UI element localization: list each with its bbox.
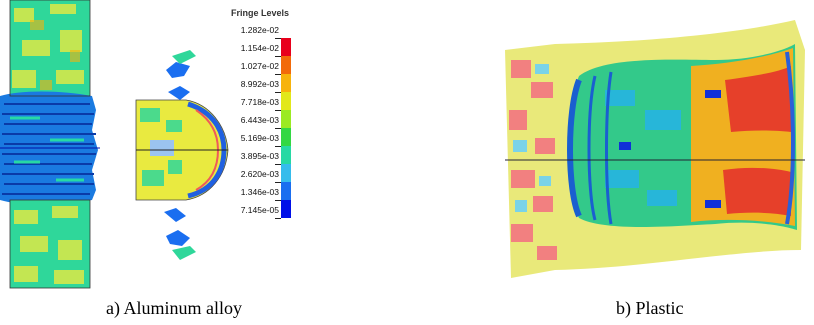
tube-lower-section-pattern <box>14 206 84 284</box>
caption-plastic: b) Plastic <box>616 298 684 318</box>
panel-plastic <box>495 20 814 282</box>
aluminum-alloy-contour-plot <box>0 0 229 289</box>
plastic-ridge-right <box>785 51 795 225</box>
tube-lower-outline <box>9 199 91 289</box>
legend-swatch-3 <box>281 74 291 92</box>
legend-title: Fringe Levels <box>230 8 290 18</box>
panel-aluminum-alloy: Fringe Levels 1.282e-02 1.154e-02 1.027e… <box>0 0 300 295</box>
legend-level-11: 7.145e-05 <box>240 205 279 215</box>
fold-fragment-bottom-1 <box>164 208 186 222</box>
plastic-outer-pattern-left <box>509 60 557 260</box>
legend-tick-9 <box>275 182 281 183</box>
fold-fragment-bottom-2 <box>166 230 190 246</box>
legend-swatch-5 <box>281 110 291 128</box>
legend-tick-7 <box>275 146 281 147</box>
legend-tick-8 <box>275 164 281 165</box>
legend-swatch-10 <box>281 200 291 218</box>
plastic-inner-cool-zones <box>605 90 681 206</box>
legend-level-5: 7.718e-03 <box>240 97 279 107</box>
legend-tick-6 <box>275 128 281 129</box>
legend-level-7: 5.169e-03 <box>240 133 279 143</box>
legend-level-8: 3.895e-03 <box>240 151 279 161</box>
legend-tick-1 <box>275 38 281 39</box>
legend-level-10: 1.346e-03 <box>240 187 279 197</box>
legend-tick-10 <box>275 200 281 201</box>
tube-upper-section-pattern <box>12 4 84 88</box>
legend-tick-4 <box>275 92 281 93</box>
legend-tick-3 <box>275 74 281 75</box>
tube-folded-region-lines <box>2 103 96 195</box>
legend-level-1: 1.282e-02 <box>240 25 279 35</box>
fold-fragment-top-2 <box>172 50 196 64</box>
plastic-ridge-left <box>567 78 582 218</box>
fold-fragment-top-1 <box>166 62 190 78</box>
plastic-inner-hotspot <box>723 66 791 216</box>
legend-level-4: 8.992e-03 <box>240 79 279 89</box>
legend-swatch-2 <box>281 56 291 74</box>
legend-swatch-1 <box>281 38 291 56</box>
crushed-tube-side-view-pattern <box>140 108 182 186</box>
tube-folded-region-highlights <box>10 116 84 182</box>
legend-swatch-6 <box>281 128 291 146</box>
fold-fragment-top-3 <box>168 86 190 100</box>
legend-level-9: 2.620e-03 <box>240 169 279 179</box>
crushed-tube-side-view-pattern-2 <box>150 140 174 156</box>
legend-level-2: 1.154e-02 <box>240 43 279 53</box>
legend-level-6: 6.443e-03 <box>240 115 279 125</box>
tube-upper-outline <box>9 0 91 97</box>
caption-aluminum-alloy: a) Aluminum alloy <box>106 298 242 318</box>
legend-swatch-9 <box>281 182 291 200</box>
legend-tick-2 <box>275 56 281 57</box>
legend-swatch-7 <box>281 146 291 164</box>
legend-swatch-8 <box>281 164 291 182</box>
fold-fragment-bottom-3 <box>172 246 196 260</box>
legend-tick-11 <box>275 218 281 219</box>
plastic-contour-plot <box>505 20 805 278</box>
plastic-ridge-inner <box>587 71 613 225</box>
tube-upper-section-pattern-2 <box>30 20 80 90</box>
legend-tick-5 <box>275 110 281 111</box>
legend-level-3: 1.027e-02 <box>240 61 279 71</box>
legend-swatch-4 <box>281 92 291 110</box>
